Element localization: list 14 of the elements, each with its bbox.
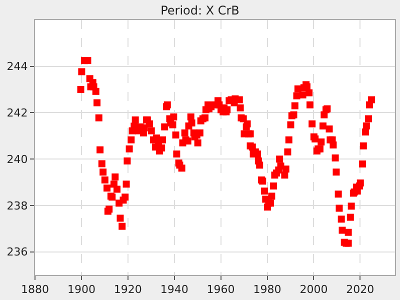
y-tick-label: 242 <box>6 106 28 120</box>
x-tick-label: 1960 <box>206 283 235 296</box>
x-tick-label: 1880 <box>21 283 49 296</box>
x-tick-label: 1920 <box>114 283 142 296</box>
x-tick-label: 1900 <box>67 283 96 296</box>
y-tick-label: 238 <box>6 199 28 212</box>
x-tick-label: 1940 <box>160 283 188 296</box>
chart-title: Period: X CrB <box>160 4 240 18</box>
y-tick-label: 236 <box>6 246 28 259</box>
x-tick-label: 2020 <box>346 283 374 296</box>
y-tick-label: 244 <box>6 60 28 74</box>
y-tick-label: 240 <box>6 152 28 166</box>
x-tick-label: 1980 <box>253 283 282 296</box>
x-tick-label: 2000 <box>300 283 328 296</box>
